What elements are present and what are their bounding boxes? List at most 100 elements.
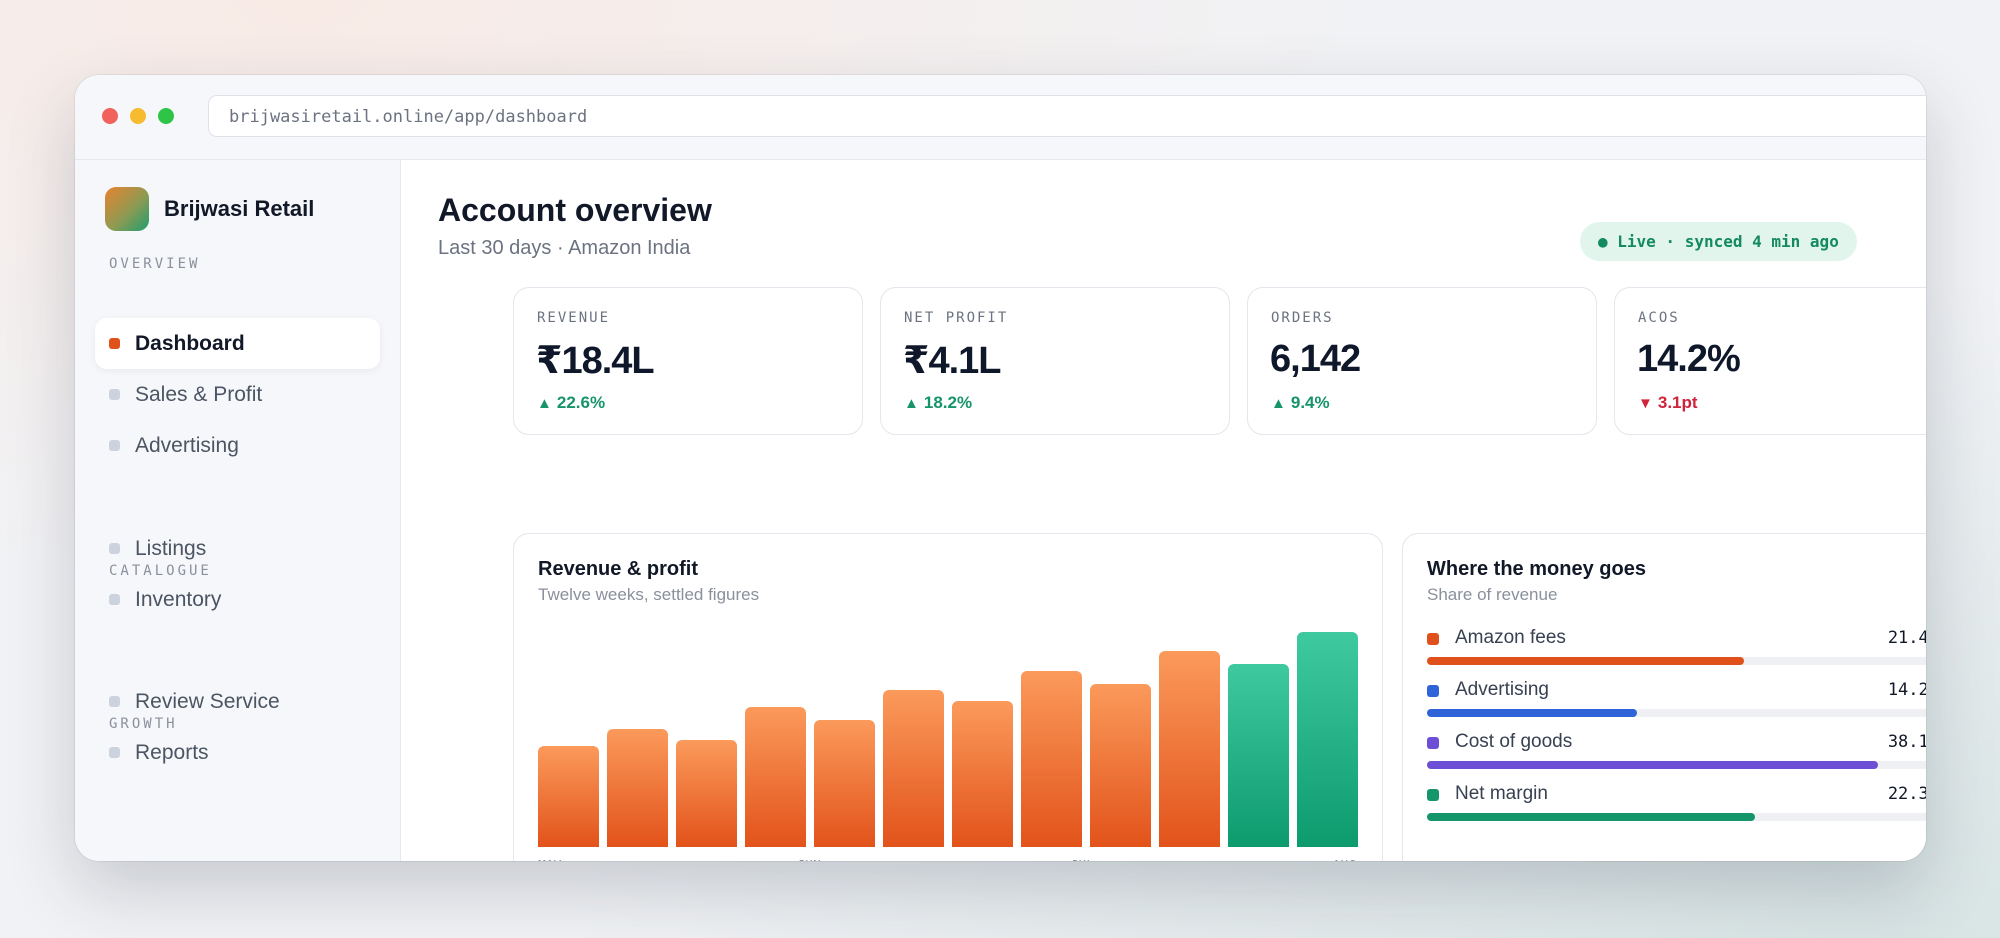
nav-bullet-icon — [109, 440, 120, 451]
live-sync-badge: ● Live · synced 4 min ago — [1580, 222, 1857, 261]
sidebar-item-label: Dashboard — [135, 331, 245, 355]
maximize-window-button[interactable] — [158, 108, 174, 124]
breakdown-track — [1427, 813, 1926, 821]
sidebar-item-advertising[interactable]: Advertising — [95, 420, 380, 471]
legend-swatch — [1427, 685, 1439, 697]
kpi-card-net-profit[interactable]: NET PROFIT ₹4.1L ▲ 18.2% — [880, 287, 1230, 435]
breakdown-fill — [1427, 813, 1755, 821]
sidebar-item-sales-profit[interactable]: Sales & Profit — [95, 369, 380, 420]
sidebar-item-label: Advertising — [135, 433, 239, 457]
sidebar-item-label: Inventory — [135, 587, 222, 611]
revenue-bar[interactable] — [1021, 670, 1082, 847]
browser-window: brijwasiretail.online/app/dashboard Brij… — [75, 75, 1926, 861]
trend-up-icon: ▲ — [904, 394, 919, 412]
address-bar[interactable]: brijwasiretail.online/app/dashboard — [208, 95, 1926, 137]
brand-name: Brijwasi Retail — [164, 196, 315, 221]
main-content: Account overview Last 30 days · Amazon I… — [402, 160, 1926, 861]
close-window-button[interactable] — [102, 108, 118, 124]
kpi-delta: ▲ 22.6% — [537, 393, 605, 413]
breakdown-track — [1427, 657, 1926, 665]
nav-bullet-icon — [109, 338, 120, 349]
kpi-delta: ▼ 3.1pt — [1638, 393, 1698, 413]
trend-up-icon: ▲ — [537, 394, 552, 412]
kpi-card-acos[interactable]: ACOS 14.2% ▼ 3.1pt — [1614, 287, 1926, 435]
nav-bullet-icon — [109, 594, 120, 605]
revenue-bar[interactable] — [1090, 683, 1151, 847]
breakdown-label: Cost of goods — [1455, 731, 1573, 752]
kpi-label: ACOS — [1638, 310, 1680, 326]
card-subtitle: Share of revenue — [1427, 585, 1558, 604]
kpi-delta-value: 3.1pt — [1657, 393, 1698, 412]
sidebar-section-growth: GROWTH — [109, 716, 178, 732]
x-axis-tick-label: JUN — [797, 859, 820, 861]
sidebar-item-listings[interactable]: Listings — [95, 523, 380, 574]
breakdown-label: Net margin — [1455, 783, 1548, 804]
breakdown-value: 22.3% — [1887, 784, 1926, 804]
revenue-bar[interactable] — [607, 728, 668, 847]
kpi-value: ₹18.4L — [536, 340, 655, 382]
kpi-value: 14.2% — [1637, 338, 1741, 380]
sidebar-item-label: Listings — [135, 536, 207, 560]
page-title: Account overview — [438, 192, 712, 228]
sidebar-section-overview: OVERVIEW — [109, 256, 201, 272]
sidebar-section-catalogue: CATALOGUE — [109, 563, 212, 579]
revenue-bar[interactable] — [1228, 664, 1289, 847]
legend-swatch — [1427, 737, 1439, 749]
x-axis-tick-label: MAY — [538, 859, 561, 861]
breakdown-fill — [1427, 761, 1878, 769]
sidebar-item-label: Sales & Profit — [135, 382, 263, 406]
breakdown-track — [1427, 709, 1926, 717]
breakdown-value: 14.2% — [1887, 680, 1926, 700]
nav-bullet-icon — [109, 696, 120, 707]
nav-bullet-icon — [109, 389, 120, 400]
kpi-delta: ▲ 18.2% — [904, 393, 972, 413]
kpi-value: 6,142 — [1270, 338, 1361, 380]
revenue-bar[interactable] — [676, 739, 737, 847]
browser-titlebar: brijwasiretail.online/app/dashboard — [75, 75, 1926, 160]
breakdown-row-advertising: Advertising 14.2% — [1427, 679, 1926, 725]
breakdown-row-net-margin: Net margin 22.3% — [1427, 783, 1926, 829]
breakdown-label: Amazon fees — [1455, 627, 1566, 648]
revenue-bar-chart: MAY JUN JUL AUG — [514, 534, 1382, 861]
sidebar-item-reports[interactable]: Reports — [95, 727, 380, 778]
kpi-label: REVENUE — [537, 310, 611, 326]
page-subtitle: Last 30 days · Amazon India — [438, 237, 691, 259]
sidebar: Brijwasi Retail OVERVIEW Dashboard Sales… — [75, 160, 401, 861]
revenue-bar[interactable] — [883, 690, 944, 847]
legend-swatch — [1427, 633, 1439, 645]
kpi-delta-value: 9.4% — [1290, 393, 1330, 412]
breakdown-fill — [1427, 709, 1637, 717]
sidebar-item-dashboard[interactable]: Dashboard — [95, 318, 380, 369]
revenue-bar[interactable] — [745, 707, 806, 847]
brand[interactable]: Brijwasi Retail — [105, 187, 314, 231]
x-axis-tick-label: AUG — [1333, 859, 1356, 861]
kpi-delta: ▲ 9.4% — [1271, 393, 1330, 413]
money-breakdown-card: Where the money goes Share of revenue Am… — [1402, 533, 1926, 861]
kpi-card-revenue[interactable]: REVENUE ₹18.4L ▲ 22.6% — [513, 287, 863, 435]
revenue-bar[interactable] — [814, 720, 875, 847]
x-axis-tick-label: JUL — [1071, 859, 1094, 861]
minimize-window-button[interactable] — [130, 108, 146, 124]
sidebar-item-inventory[interactable]: Inventory — [95, 574, 380, 625]
kpi-card-orders[interactable]: ORDERS 6,142 ▲ 9.4% — [1247, 287, 1597, 435]
sidebar-item-label: Review Service — [135, 689, 280, 713]
trend-down-icon: ▼ — [1638, 394, 1653, 412]
breakdown-row-amazon-fees: Amazon fees 21.4% — [1427, 627, 1926, 673]
kpi-label: NET PROFIT — [904, 310, 1009, 326]
breakdown-track — [1427, 761, 1926, 769]
nav-bullet-icon — [109, 747, 120, 758]
breakdown-value: 21.4% — [1887, 628, 1926, 648]
legend-swatch — [1427, 789, 1439, 801]
revenue-bar[interactable] — [1159, 651, 1220, 847]
revenue-bar[interactable] — [538, 745, 599, 847]
brand-logo-icon — [105, 187, 149, 231]
breakdown-fill — [1427, 657, 1745, 665]
revenue-bar[interactable] — [1297, 632, 1358, 847]
trend-up-icon: ▲ — [1271, 394, 1286, 412]
nav-bullet-icon — [109, 543, 120, 554]
sidebar-item-review-service[interactable]: Review Service — [95, 676, 380, 727]
card-subtitle: Twelve weeks, settled figures — [538, 585, 760, 604]
revenue-bar[interactable] — [952, 700, 1013, 847]
breakdown-row-cost-of-goods: Cost of goods 38.1% — [1427, 731, 1926, 777]
breakdown-label: Advertising — [1455, 679, 1549, 700]
